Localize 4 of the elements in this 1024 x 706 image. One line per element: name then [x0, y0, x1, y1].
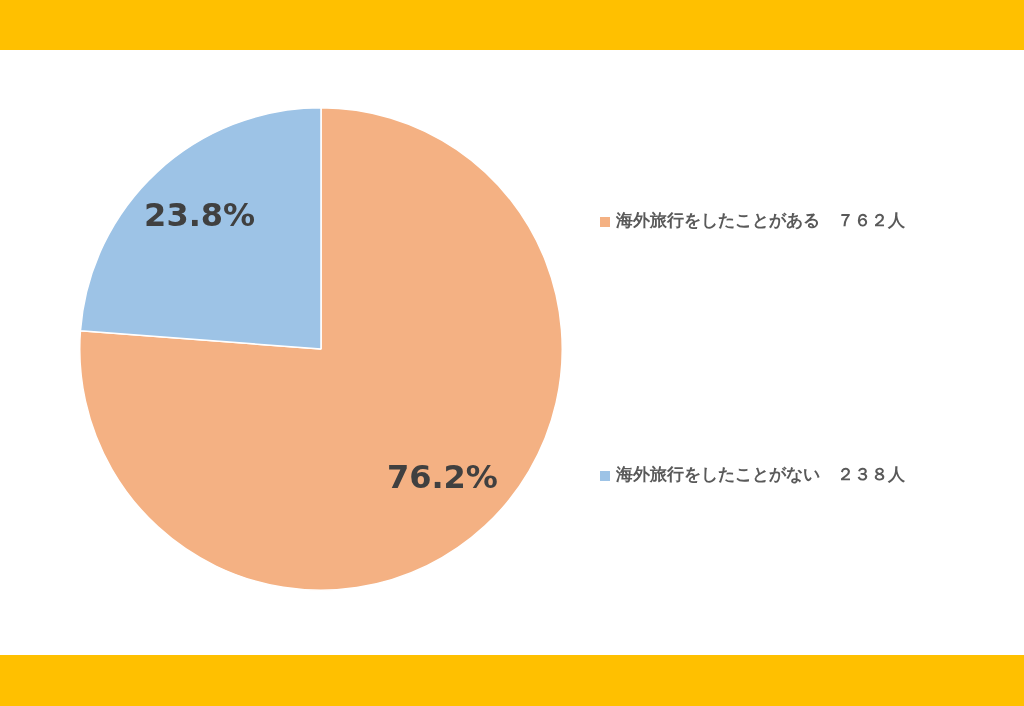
- legend-label: 海外旅行をしたことがない ２３８人: [615, 464, 906, 485]
- data-label: 23.8%: [144, 196, 256, 235]
- legend-label: 海外旅行をしたことがある ７６２人: [615, 210, 906, 231]
- data-label: 76.2%: [386, 458, 498, 497]
